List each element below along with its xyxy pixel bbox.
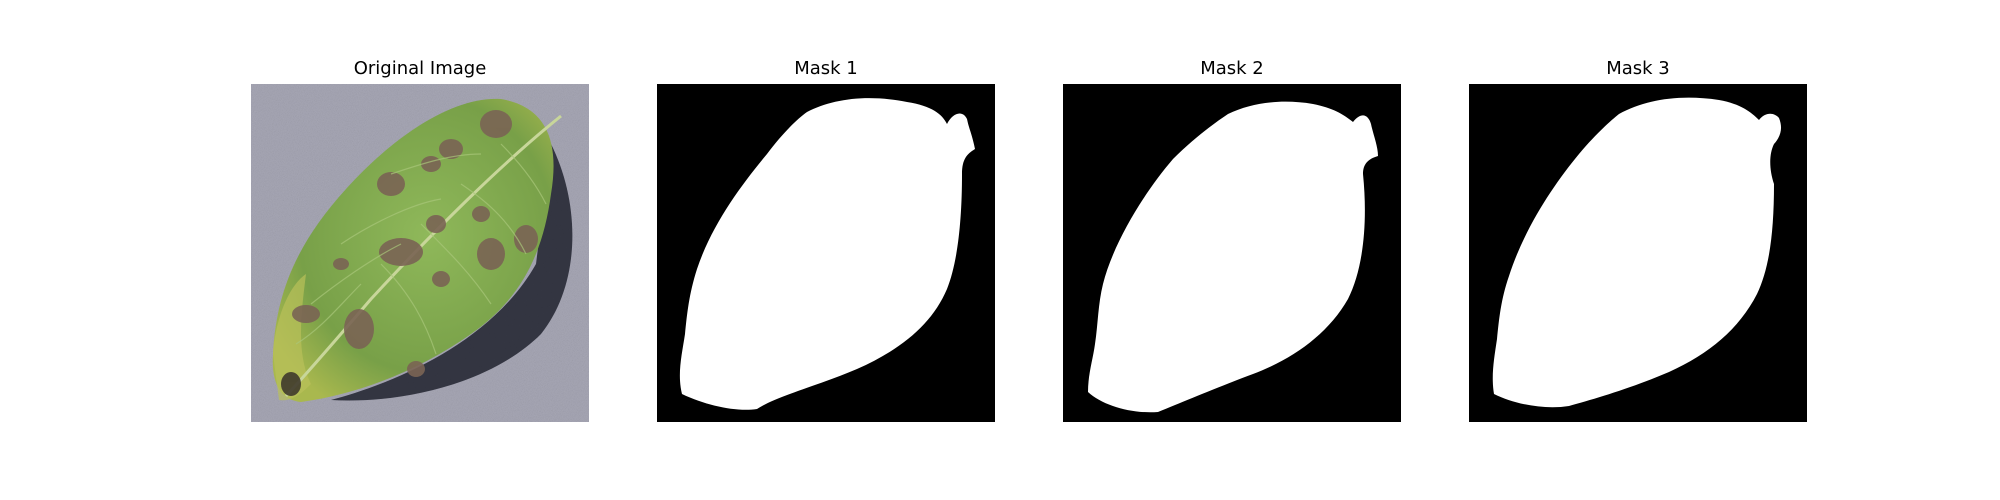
mask-1-image (657, 84, 995, 422)
mask-2-image (1063, 84, 1401, 422)
panel-title-mask-1: Mask 1 (794, 58, 858, 79)
mask-2-shape (1088, 101, 1378, 413)
panel-title-mask-2: Mask 2 (1200, 58, 1264, 79)
panel-title-mask-3: Mask 3 (1606, 58, 1670, 79)
original-leaf-photo (251, 84, 589, 422)
mask-3-image (1469, 84, 1807, 422)
mask-3-shape (1492, 97, 1782, 408)
panel-title-original: Original Image (353, 58, 487, 79)
mask-1-shape (679, 98, 975, 410)
